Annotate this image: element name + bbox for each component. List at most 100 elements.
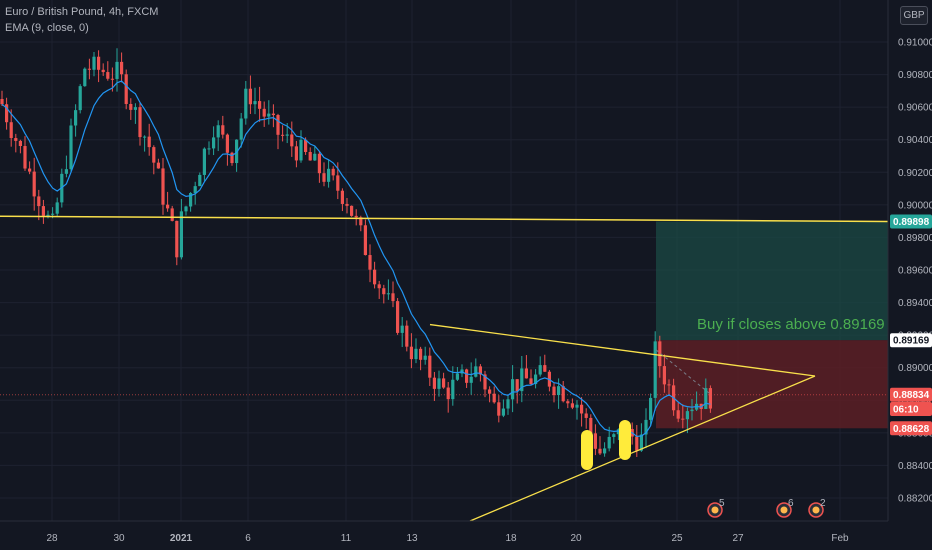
loss-zone <box>656 340 888 429</box>
bearish-candle <box>350 205 354 216</box>
time-tick-label: 6 <box>245 533 251 544</box>
low-highlights <box>581 420 631 470</box>
bullish-candle <box>437 378 441 389</box>
bullish-candle <box>115 61 119 79</box>
price-tick-label: 0.91000 <box>898 38 932 49</box>
bearish-candle <box>488 389 492 394</box>
bearish-candle <box>308 151 312 161</box>
bullish-candle <box>474 366 478 377</box>
price-tag <box>890 421 932 436</box>
price-tag-label: 0.88628 <box>893 424 930 435</box>
bullish-candle <box>198 174 202 187</box>
price-tick-label: 0.90800 <box>898 70 932 81</box>
bullish-candle <box>451 379 455 400</box>
time-tick-label: 2021 <box>170 533 193 544</box>
bullish-candle <box>184 206 188 212</box>
bullish-candle <box>575 404 579 408</box>
price-tick-label: 0.89800 <box>898 233 932 244</box>
bullish-candle <box>690 409 694 412</box>
bullish-candle <box>386 293 390 295</box>
bearish-candle <box>156 162 160 169</box>
bullish-candle <box>267 113 271 117</box>
price-tag-label: 06:10 <box>893 405 919 416</box>
bearish-candle <box>221 125 225 135</box>
bearish-candle <box>5 104 9 123</box>
position-zones <box>0 221 888 429</box>
price-tick-label: 0.89000 <box>898 363 932 374</box>
bullish-candle <box>327 168 331 182</box>
bullish-candle <box>653 341 657 398</box>
bearish-candle <box>676 410 680 419</box>
time-tick-label: 20 <box>570 533 582 544</box>
event-icon-dot <box>780 506 788 514</box>
bearish-candle <box>442 378 446 388</box>
bearish-candle <box>294 146 298 161</box>
bearish-candle <box>570 403 574 408</box>
projection-line <box>655 349 713 396</box>
bearish-candle <box>465 369 469 383</box>
profit-zone <box>656 221 888 341</box>
bullish-candle <box>704 388 708 409</box>
indicator-label[interactable]: EMA (9, close, 0) <box>5 22 89 34</box>
bullish-candle <box>212 137 216 149</box>
bullish-candle <box>511 379 515 400</box>
bearish-candle <box>432 377 436 389</box>
price-tag <box>890 387 932 402</box>
bearish-candle <box>271 113 275 116</box>
bearish-candle <box>552 386 556 396</box>
bearish-candle <box>340 190 344 204</box>
bearish-candle <box>396 301 400 333</box>
event-count-label: 5 <box>719 498 725 509</box>
time-tick-label: 18 <box>505 533 517 544</box>
buy-annotation: Buy if closes above 0.89169 <box>697 316 885 333</box>
price-tag-label: 0.88834 <box>893 390 930 401</box>
bullish-candle <box>649 397 653 420</box>
bearish-candle <box>258 101 262 109</box>
bullish-candle <box>612 434 616 437</box>
low-highlight <box>619 420 631 460</box>
currency-button[interactable]: GBP <box>900 6 928 25</box>
bullish-candle <box>313 153 317 161</box>
bullish-candle <box>538 365 542 375</box>
bearish-candle <box>124 74 128 104</box>
bearish-candle <box>170 208 174 221</box>
bullish-candle <box>235 139 239 164</box>
bullish-candle <box>400 325 404 333</box>
chart-legend: Euro / British Pound, 4h, FXCM EMA (9, c… <box>5 4 158 36</box>
event-markers[interactable]: 5 6 2 <box>707 498 826 518</box>
bullish-candle <box>520 368 524 392</box>
event-icon-dot <box>812 506 820 514</box>
bearish-candle <box>345 203 349 206</box>
bullish-candle <box>143 136 147 138</box>
symbol-title[interactable]: Euro / British Pound, 4h, FXCM <box>5 6 159 18</box>
bearish-candle <box>662 366 666 385</box>
bearish-candle <box>336 175 340 191</box>
price-axis[interactable]: 0.91000 0.90800 0.90600 0.90400 0.90200 0.900… <box>887 0 932 550</box>
bullish-candle <box>202 148 206 175</box>
price-tick-label: 0.90400 <box>898 135 932 146</box>
bearish-candle <box>290 134 294 147</box>
bearish-candle <box>497 402 501 416</box>
bearish-candle <box>405 325 409 347</box>
price-tick-label: 0.90600 <box>898 103 932 114</box>
bullish-candle <box>506 399 510 409</box>
bearish-candle <box>322 173 326 182</box>
bearish-candle <box>106 72 110 79</box>
bearish-candle <box>18 140 22 147</box>
triangle-lower-line <box>469 375 816 522</box>
bearish-candle <box>478 366 482 375</box>
time-axis[interactable]: 28 30 2021 6 11 13 18 20 25 27 Feb <box>0 520 888 544</box>
bearish-candle <box>276 115 280 135</box>
bullish-candle <box>607 436 611 449</box>
bearish-candle <box>317 153 321 174</box>
price-tag <box>890 214 932 229</box>
bearish-candle <box>147 136 151 148</box>
bullish-candle <box>51 213 55 215</box>
bearish-candle <box>32 171 36 197</box>
bearish-candle <box>9 122 13 139</box>
ema-line <box>1 80 711 438</box>
bearish-candle <box>304 139 308 152</box>
price-tick-label: 0.89600 <box>898 266 932 277</box>
time-tick-label: 30 <box>113 533 125 544</box>
